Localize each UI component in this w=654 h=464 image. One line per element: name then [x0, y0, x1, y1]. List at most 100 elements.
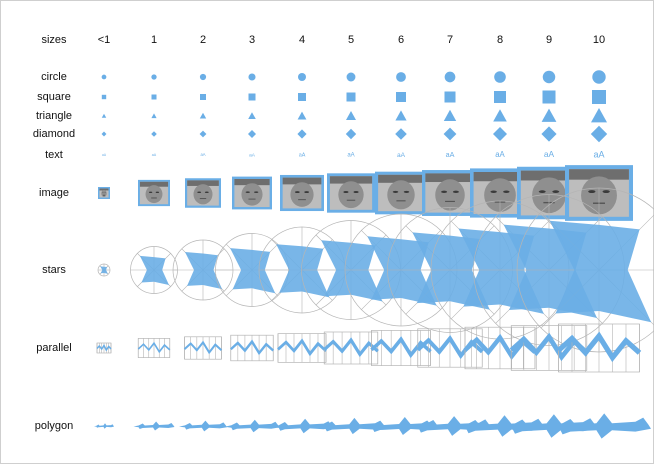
circle-glyph — [346, 72, 356, 82]
text-glyph: aA — [347, 153, 354, 159]
star-shape — [367, 236, 437, 306]
image-face — [145, 185, 163, 204]
image-eye — [588, 190, 596, 194]
image-eye — [343, 190, 349, 194]
face-image-glyph — [280, 174, 324, 212]
circle-glyph — [101, 74, 107, 80]
face-image-glyph — [138, 179, 170, 207]
size-label: 6 — [398, 34, 404, 46]
image-eye — [204, 191, 209, 193]
text-glyph: aA — [495, 150, 505, 159]
polygon-glyph — [547, 413, 651, 439]
parallel-line — [556, 331, 642, 363]
size-label: 8 — [497, 34, 503, 46]
image-eye — [392, 190, 399, 194]
size-label: <1 — [98, 34, 111, 46]
image-eye — [304, 191, 309, 194]
square-glyph — [396, 92, 406, 102]
parallel-glyph — [323, 331, 379, 365]
parallel-glyph — [137, 338, 171, 358]
star-shape — [321, 240, 383, 302]
row-label-circle: circle — [41, 71, 67, 83]
parallel-line — [183, 340, 223, 355]
image-eye — [295, 191, 300, 194]
star-shape — [549, 220, 652, 323]
image-hair — [425, 173, 475, 183]
parallel-line — [137, 341, 171, 354]
row-label-diamond: diamond — [33, 128, 75, 140]
image-hair — [139, 181, 169, 187]
image-hair — [234, 179, 270, 186]
image-mouth — [346, 199, 356, 201]
image-eye — [104, 192, 106, 193]
triangle-glyph — [443, 109, 457, 121]
image-eye — [538, 190, 546, 194]
polygon-glyph — [179, 420, 227, 432]
image-face — [193, 184, 213, 205]
triangle-glyph — [151, 113, 157, 119]
image-face — [387, 180, 415, 210]
row-label-stars: stars — [42, 264, 66, 276]
polygon-glyph — [224, 419, 280, 433]
diamond-glyph — [590, 125, 608, 143]
text-glyph: aA — [102, 153, 107, 157]
circle-glyph — [592, 70, 606, 84]
diamond-glyph — [395, 128, 407, 140]
square-glyph — [101, 94, 107, 100]
triangle-glyph — [346, 111, 356, 120]
image-eye — [197, 191, 202, 193]
row-label-parallel: parallel — [36, 342, 71, 354]
row-label-triangle: triangle — [36, 110, 72, 122]
circle-glyph — [396, 72, 406, 82]
parallel-glyph — [229, 334, 275, 362]
image-mouth — [445, 200, 455, 203]
image-eye — [102, 192, 104, 193]
diamond-glyph — [297, 129, 307, 139]
text-glyph: aA — [397, 152, 406, 159]
triangle-glyph — [493, 109, 507, 122]
circle-glyph — [444, 71, 456, 83]
image-eye — [155, 191, 160, 193]
star-glyph — [344, 213, 458, 327]
face-image-glyph — [327, 173, 375, 213]
diamond-glyph — [345, 128, 357, 140]
size-label: 1 — [151, 34, 157, 46]
image-hair — [282, 177, 322, 185]
image-hair — [473, 172, 527, 182]
text-glyph: aA — [200, 152, 205, 157]
row-label-polygon: polygon — [35, 420, 74, 432]
diamond-glyph — [199, 130, 207, 138]
star-shape — [185, 252, 223, 290]
square-glyph — [151, 94, 157, 100]
triangle-glyph — [297, 111, 307, 120]
triangle-glyph — [101, 113, 107, 118]
polygon-glyph — [363, 417, 439, 435]
triangle-glyph — [248, 112, 256, 120]
square-glyph — [200, 94, 206, 100]
circle-glyph — [199, 73, 207, 81]
parallel-glyph — [96, 342, 112, 354]
image-hair — [569, 169, 629, 180]
circle-glyph — [494, 71, 506, 83]
header-sizes-label: sizes — [41, 34, 67, 46]
star-glyph — [130, 246, 178, 294]
row-label-image: image — [39, 187, 69, 199]
polygon-glyph — [408, 416, 492, 436]
image-face — [241, 183, 263, 206]
circle-glyph — [151, 74, 157, 80]
image-eye — [148, 191, 153, 193]
size-label: 5 — [348, 34, 354, 46]
image-mouth — [248, 198, 256, 200]
star-shape — [139, 255, 169, 285]
face-image-glyph — [375, 171, 427, 215]
face-image-glyph — [232, 176, 272, 210]
image-hair — [520, 170, 578, 181]
polygon-glyph — [94, 423, 114, 429]
triangle-glyph — [541, 108, 557, 122]
diamond-glyph — [101, 131, 107, 137]
parallel-glyph — [370, 330, 432, 366]
square-glyph — [444, 91, 456, 103]
square-glyph — [494, 91, 506, 103]
square-glyph — [298, 93, 306, 101]
